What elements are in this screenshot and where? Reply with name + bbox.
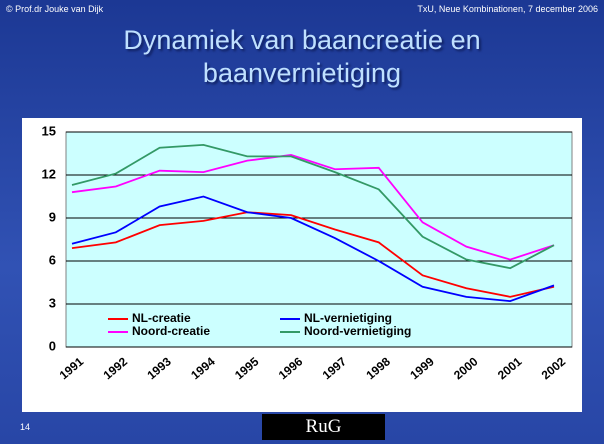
logo: RuG <box>262 414 385 440</box>
y-tick-label: 0 <box>49 338 56 353</box>
y-tick-label: 6 <box>49 252 56 267</box>
series-line <box>71 143 555 270</box>
y-tick-label: 12 <box>42 166 56 181</box>
legend-label: Noord-creatie <box>132 324 210 338</box>
header-right: TxU, Neue Kombinationen, 7 december 2006 <box>417 4 598 14</box>
y-tick-label: 15 <box>42 123 56 138</box>
legend-label: Noord-vernietiging <box>304 324 411 338</box>
y-tick-label: 9 <box>49 209 56 224</box>
chart-title: Dynamiek van baancreatie en baanvernieti… <box>123 25 481 88</box>
series-line <box>71 211 555 298</box>
y-tick-label: 3 <box>49 295 56 310</box>
header-left: © Prof.dr Jouke van Dijk <box>6 4 104 14</box>
legend-label: NL-creatie <box>132 311 191 325</box>
series-line <box>71 154 555 261</box>
legend-label: NL-vernietiging <box>304 311 392 325</box>
page-number: 14 <box>20 422 31 432</box>
series-line <box>71 195 555 303</box>
